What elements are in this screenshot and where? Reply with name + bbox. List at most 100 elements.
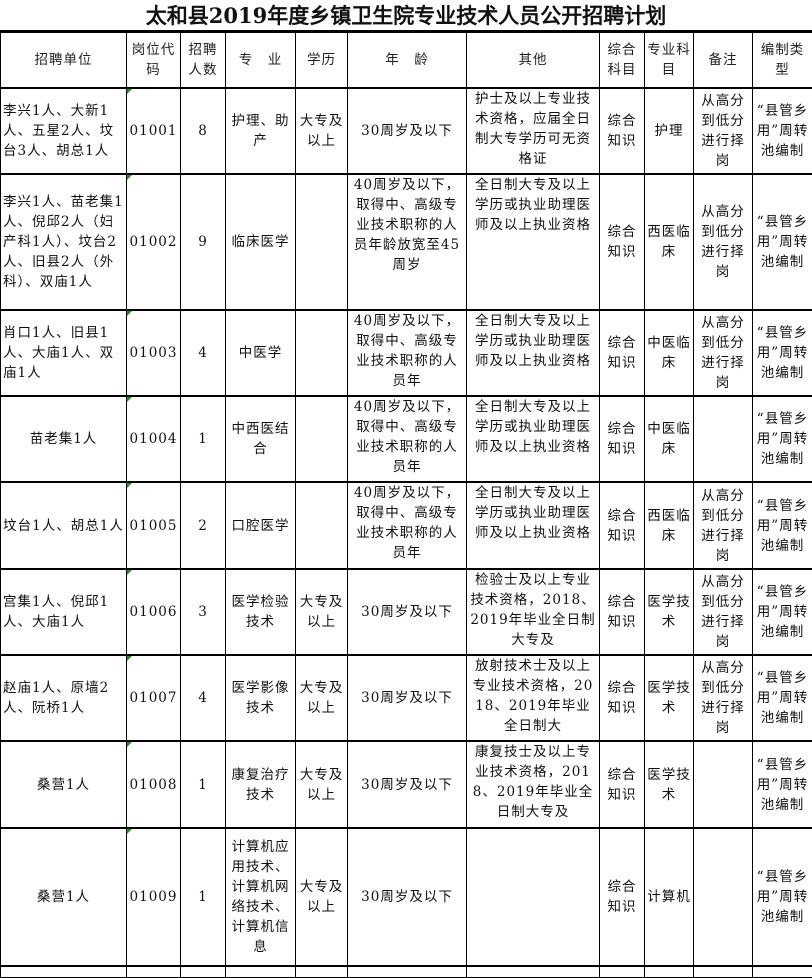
cell-major[interactable]: 口腔医学	[226, 482, 296, 569]
cell-unit[interactable]: 赵庙1人、原墙2人、阮桥1人	[1, 655, 127, 741]
cell-unit[interactable]: 坟台1人、胡总1人	[1, 482, 127, 569]
cell-major[interactable]: 康复治疗技术	[226, 741, 296, 828]
cell-age[interactable]: 30周岁及以下	[348, 569, 467, 655]
header-remark: 备注	[694, 33, 753, 89]
cell-count[interactable]: 2	[181, 482, 226, 569]
cell-general-subject[interactable]: 综合知识	[600, 828, 645, 966]
cell-age[interactable]: 30周岁及以下	[348, 828, 467, 966]
cell-education[interactable]	[296, 174, 348, 310]
cell-major[interactable]: 中医学	[226, 310, 296, 396]
cell-general-subject[interactable]: 综合知识	[600, 174, 645, 310]
cell-age[interactable]: 40周岁及以下，取得中、高级专业技术职称的人员年	[348, 482, 467, 569]
cell-count[interactable]: 4	[181, 310, 226, 396]
cell-other[interactable]: 放射技术士及以上专业技术资格，2018、2019年毕业全日制大	[467, 655, 600, 741]
cell-staffing-type[interactable]: “县管乡用”周转池编制	[753, 482, 812, 569]
cell-code[interactable]: 01007	[127, 655, 181, 741]
cell-education[interactable]: 大专及以上	[296, 741, 348, 828]
cell-staffing-type[interactable]: “县管乡用”周转池编制	[753, 828, 812, 966]
cell-code[interactable]: 01009	[127, 828, 181, 966]
cell-education[interactable]: 大专及以上	[296, 569, 348, 655]
cell-staffing-type[interactable]: “县管乡用”周转池编制	[753, 655, 812, 741]
cell-education[interactable]	[296, 482, 348, 569]
cell-general-subject[interactable]: 综合知识	[600, 88, 645, 174]
cell-other[interactable]: 护士及以上专业技术资格，应届全日制大专学历可无资格证	[467, 88, 600, 174]
cell-count[interactable]: 3	[181, 569, 226, 655]
cell-staffing-type[interactable]: “县管乡用”周转池编制	[753, 310, 812, 396]
cell-education[interactable]: 大专及以上	[296, 828, 348, 966]
cell-remark[interactable]: 从高分到低分进行择岗	[694, 482, 753, 569]
cell-major-subject[interactable]: 护理	[645, 88, 694, 174]
cell-education[interactable]	[296, 396, 348, 482]
cell-major[interactable]: 临床医学	[226, 174, 296, 310]
cell-count[interactable]: 1	[181, 396, 226, 482]
cell-other[interactable]: 全日制大专及以上学历或执业助理医师及以上执业资格	[467, 174, 600, 310]
cell-major[interactable]: 中西医结合	[226, 396, 296, 482]
cell-count[interactable]: 1	[181, 741, 226, 828]
cell-staffing-type[interactable]: “县管乡用”周转池编制	[753, 396, 812, 482]
cell-age[interactable]: 30周岁及以下	[348, 741, 467, 828]
cell-major[interactable]: 护理、助产	[226, 88, 296, 174]
cell-code[interactable]: 01004	[127, 396, 181, 482]
cell-remark[interactable]: 从高分到低分进行择岗	[694, 310, 753, 396]
cell-code[interactable]: 01008	[127, 741, 181, 828]
cell-count[interactable]: 8	[181, 88, 226, 174]
cell-unit[interactable]: 李兴1人、大新1人、五星2人、坟台3人、胡总1人	[1, 88, 127, 174]
cell-major[interactable]: 医学检验技术	[226, 569, 296, 655]
cell-staffing-type[interactable]: “县管乡用”周转池编制	[753, 88, 812, 174]
cell-unit[interactable]: 桑营1人	[1, 828, 127, 966]
cell-major[interactable]: 医学影像技术	[226, 655, 296, 741]
cell-unit[interactable]: 李兴1人、苗老集1人、倪邱2人（妇产科1人）、坟台2人、旧县2人（外科）、双庙1…	[1, 174, 127, 310]
cell-major-subject[interactable]: 西医临床	[645, 482, 694, 569]
cell-general-subject[interactable]: 综合知识	[600, 482, 645, 569]
cell-remark[interactable]: 从高分到低分进行择岗	[694, 174, 753, 310]
cell-major-subject[interactable]: 医学技术	[645, 655, 694, 741]
cell-education[interactable]: 大专及以上	[296, 88, 348, 174]
cell-general-subject[interactable]: 综合知识	[600, 310, 645, 396]
cell-major-subject[interactable]: 中医临床	[645, 396, 694, 482]
cell-age[interactable]: 40周岁及以下，取得中、高级专业技术职称的人员年	[348, 310, 467, 396]
cell-general-subject[interactable]: 综合知识	[600, 655, 645, 741]
cell-remark[interactable]: 从高分到低分进行择岗	[694, 569, 753, 655]
cell-general-subject[interactable]: 综合知识	[600, 569, 645, 655]
cell-code[interactable]: 01005	[127, 482, 181, 569]
cell-education[interactable]: 大专及以上	[296, 655, 348, 741]
cell-age[interactable]: 30周岁及以下	[348, 88, 467, 174]
cell-code[interactable]: 01002	[127, 174, 181, 310]
cell-count[interactable]: 9	[181, 174, 226, 310]
cell-age[interactable]: 30周岁及以下	[348, 655, 467, 741]
cell-age[interactable]: 40周岁及以下，取得中、高级专业技术职称的人员年	[348, 396, 467, 482]
cell-other[interactable]: 全日制大专及以上学历或执业助理医师及以上执业资格	[467, 310, 600, 396]
cell-remark[interactable]	[694, 741, 753, 828]
cell-count[interactable]: 4	[181, 655, 226, 741]
cell-unit[interactable]: 苗老集1人	[1, 396, 127, 482]
cell-unit[interactable]: 桑营1人	[1, 741, 127, 828]
cell-code[interactable]: 01003	[127, 310, 181, 396]
cell-major-subject[interactable]: 医学技术	[645, 741, 694, 828]
cell-education[interactable]	[296, 310, 348, 396]
cell-count[interactable]: 1	[181, 828, 226, 966]
cell-staffing-type[interactable]: “县管乡用”周转池编制	[753, 741, 812, 828]
cell-unit[interactable]: 肖口1人、旧县1人、大庙1人、双庙1人	[1, 310, 127, 396]
cell-major-subject[interactable]: 中医临床	[645, 310, 694, 396]
cell-general-subject[interactable]: 综合知识	[600, 741, 645, 828]
cell-general-subject[interactable]: 综合知识	[600, 396, 645, 482]
cell-other[interactable]: 康复技士及以上专业技术资格，2018、2019年毕业全日制大专及	[467, 741, 600, 828]
cell-age[interactable]: 40周岁及以下，取得中、高级专业技术职称的人员年龄放宽至45周岁	[348, 174, 467, 310]
cell-code[interactable]: 01001	[127, 88, 181, 174]
cell-other[interactable]: 检验士及以上专业技术资格，2018、2019年毕业全日制大专及	[467, 569, 600, 655]
cell-major-subject[interactable]: 计算机	[645, 828, 694, 966]
cell-remark[interactable]: 从高分到低分进行择岗	[694, 88, 753, 174]
cell-remark[interactable]	[694, 396, 753, 482]
cell-code[interactable]: 01006	[127, 569, 181, 655]
cell-major-subject[interactable]: 医学技术	[645, 569, 694, 655]
cell-staffing-type[interactable]: “县管乡用”周转池编制	[753, 569, 812, 655]
cell-other[interactable]: 全日制大专及以上学历或执业助理医师及以上执业资格	[467, 396, 600, 482]
cell-major[interactable]: 计算机应用技术、计算机网络技术、计算机信息	[226, 828, 296, 966]
cell-staffing-type[interactable]: “县管乡用”周转池编制	[753, 174, 812, 310]
cell-remark[interactable]: 从高分到低分进行择岗	[694, 655, 753, 741]
cell-unit[interactable]: 宫集1人、倪邱1人、大庙1人	[1, 569, 127, 655]
cell-major-subject[interactable]: 西医临床	[645, 174, 694, 310]
cell-other[interactable]: 全日制大专及以上学历或执业助理医师及以上执业资格	[467, 482, 600, 569]
cell-remark[interactable]	[694, 828, 753, 966]
cell-other[interactable]	[467, 828, 600, 966]
